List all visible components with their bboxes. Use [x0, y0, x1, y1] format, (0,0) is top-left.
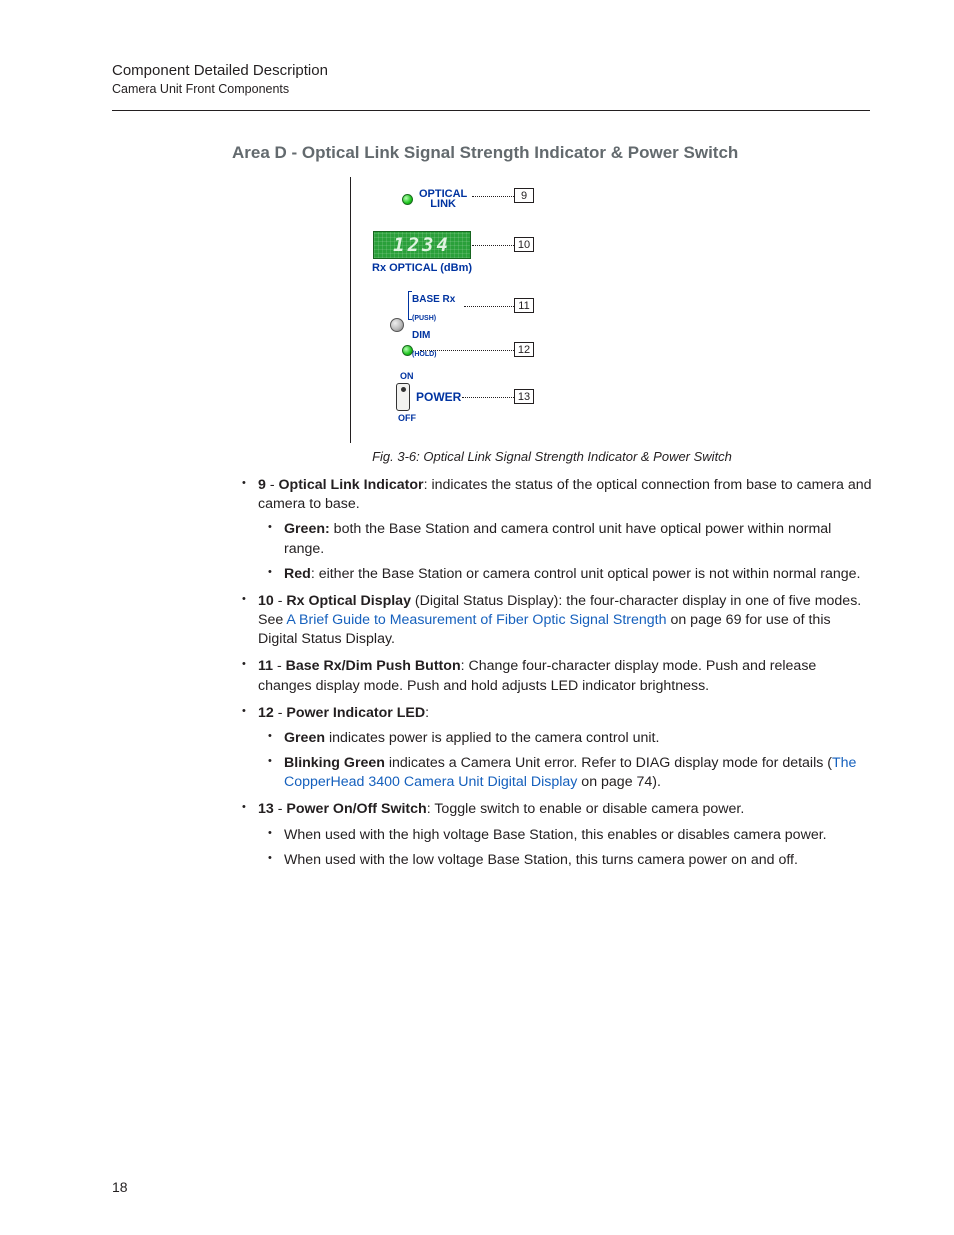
- page-number: 18: [112, 1179, 128, 1195]
- optical-link-label: OPTICAL LINK: [419, 189, 467, 210]
- item-9: 9 - Optical Link Indicator: indicates th…: [232, 476, 872, 584]
- figure-3-6: OPTICAL LINK 9 1234 Rx OPTICAL (dBm) 10: [232, 177, 872, 443]
- callout-12: 12: [514, 342, 534, 357]
- callout-11: 11: [514, 298, 534, 313]
- item-9-red: Red: either the Base Station or camera c…: [258, 565, 872, 584]
- callout-10: 10: [514, 237, 534, 252]
- optical-link-led-icon: [402, 194, 413, 205]
- figure-caption: Fig. 3-6: Optical Link Signal Strength I…: [232, 449, 872, 464]
- item-11: 11 - Base Rx/Dim Push Button: Change fou…: [232, 657, 872, 695]
- baserx-dim-button-icon: [390, 318, 404, 332]
- item-13-hv: When used with the high voltage Base Sta…: [258, 826, 872, 845]
- item-12-blink: Blinking Green indicates a Camera Unit e…: [258, 754, 872, 792]
- header-title: Component Detailed Description: [112, 62, 870, 80]
- rx-optical-display: 1234: [373, 231, 471, 259]
- off-label: OFF: [398, 413, 416, 423]
- header-subtitle: Camera Unit Front Components: [112, 82, 870, 96]
- item-13-lv: When used with the low voltage Base Stat…: [258, 851, 872, 870]
- callout-9: 9: [514, 188, 534, 203]
- item-9-green: Green: both the Base Station and camera …: [258, 520, 872, 558]
- callout-13: 13: [514, 389, 534, 404]
- item-10: 10 - Rx Optical Display (Digital Status …: [232, 592, 872, 650]
- power-label: POWER: [416, 390, 461, 404]
- power-led-icon: [402, 345, 413, 356]
- item-13: 13 - Power On/Off Switch: Toggle switch …: [232, 800, 872, 870]
- rx-optical-label: Rx OPTICAL (dBm): [372, 262, 472, 274]
- header-rule: [112, 110, 870, 111]
- page-header: Component Detailed Description Camera Un…: [112, 62, 870, 111]
- item-12: 12 - Power Indicator LED: Green indicate…: [232, 704, 872, 793]
- power-toggle-icon: [396, 383, 410, 411]
- body-text: 9 - Optical Link Indicator: indicates th…: [232, 476, 872, 870]
- link-fiber-guide[interactable]: A Brief Guide to Measurement of Fiber Op…: [286, 612, 666, 628]
- item-12-green: Green indicates power is applied to the …: [258, 729, 872, 748]
- on-label: ON: [400, 371, 414, 381]
- section-title: Area D - Optical Link Signal Strength In…: [232, 143, 870, 163]
